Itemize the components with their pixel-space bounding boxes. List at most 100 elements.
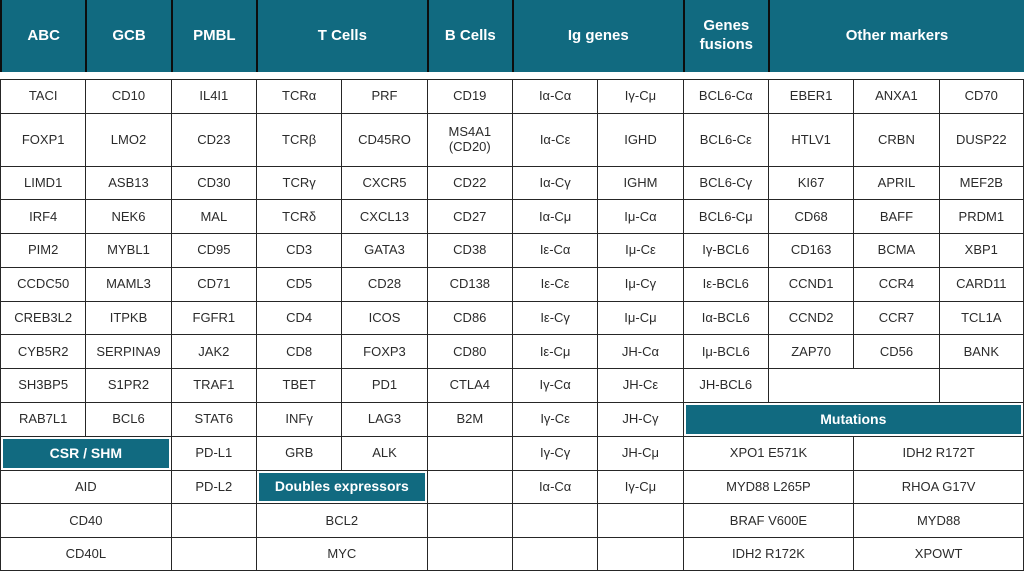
cell-cd38: CD38 [426,233,512,267]
cell-ki67: KI67 [767,165,854,200]
cell-ccr4: CCR4 [853,266,939,301]
cell-jh-c: JH-Cμ [597,435,683,470]
cell-cd68: CD68 [767,199,854,234]
cell-braf-v600e: BRAF V600E [682,503,854,538]
cell-bcl6-c: BCL6-Cε [682,112,768,166]
empty-cell [426,469,512,504]
cell-cd30: CD30 [170,165,256,200]
cell-itpkb: ITPKB [85,300,171,335]
empty-cell [426,503,512,538]
cell-i-c: Iε-Cγ [511,300,598,335]
cell-prdm1: PRDM1 [938,199,1024,234]
cell-ighm: IGHM [597,165,683,200]
cell-i-bcl6: Iγ-BCL6 [682,233,768,267]
cell-htlv1: HTLV1 [767,112,854,166]
cell-ccdc50: CCDC50 [0,266,86,301]
cell-icos: ICOS [341,300,427,335]
header-pmbl: PMBL [170,0,256,72]
cell-dusp22: DUSP22 [938,112,1024,166]
cell-cd4: CD4 [255,300,342,335]
gene-marker-table: TACI CD10 IL4I1 TCRα PRF CD19 Iα-Cα Iγ-Cμ BCL6-C… [0,79,1024,571]
cell-mybl1: MYBL1 [85,233,171,267]
cell-pd-l1: PD-L1 [170,435,256,470]
header-other-markers: Other markers [768,0,1024,72]
table-row: RAB7L1 BCL6 STAT6 INFγ LAG3 B2M Iγ-Cε JH-Cγ Muta… [0,402,1024,436]
cell-pd-l2: PD-L2 [170,469,256,504]
cell-b2m: B2M [426,402,512,436]
cell-fgfr1: FGFR1 [170,300,256,335]
cell-ctla4: CTLA4 [426,368,512,403]
cell-i-c: Iμ-Cα [597,199,683,234]
table-header-row: ABC GCB PMBL T Cells B Cells Ig genes Ge… [0,0,1024,72]
cell-stat6: STAT6 [170,402,256,436]
cell-cd80: CD80 [426,334,512,369]
cell-cd8: CD8 [255,334,342,369]
cell-jh-bcl6: JH-BCL6 [682,368,768,403]
cell-cd56: CD56 [853,334,939,369]
empty-cell [938,368,1024,403]
cell-tcr: TCRδ [255,199,342,234]
cell-jh-c: JH-Cε [597,368,683,403]
cell-jh-c: JH-Cα [597,334,683,369]
cell-cd27: CD27 [426,199,512,234]
cell-idh2-r172k: IDH2 R172K [682,537,854,571]
cell-nek6: NEK6 [85,199,171,234]
cell-serpina9: SERPINA9 [85,334,171,369]
cell-foxp3: FOXP3 [341,334,427,369]
cell-tcr: TCRα [255,79,342,113]
cell-bcl2: BCL2 [255,503,427,538]
empty-cell [426,537,512,571]
cell-ccnd1: CCND1 [767,266,854,301]
cell-i-c: Iα-Cα [511,79,598,113]
cell-lmo2: LMO2 [85,112,171,166]
cell-jak2: JAK2 [170,334,256,369]
cell-i-c: Iε-Cα [511,233,598,267]
cell-i-c: Iμ-Cγ [597,266,683,301]
cell-aid: AID [0,469,171,504]
table-body: TACI CD10 IL4I1 TCRα PRF CD19 Iα-Cα Iγ-Cμ BCL6-C… [0,79,1024,571]
cell-cd70: CD70 [938,79,1024,113]
cell-prf: PRF [341,79,427,113]
header-gcb: GCB [85,0,171,72]
cell-cd22: CD22 [426,165,512,200]
cell-cxcl13: CXCL13 [341,199,427,234]
cell-i-c: Iγ-Cμ [597,79,683,113]
empty-cell [511,503,598,538]
empty-cell [597,503,683,538]
cell-maml3: MAML3 [85,266,171,301]
table-row: FOXP1 LMO2 CD23 TCRβ CD45RO MS4A1 (CD20) Iα-Cε… [0,112,1024,166]
cell-gata3: GATA3 [341,233,427,267]
empty-cell [511,537,598,571]
cell-bcma: BCMA [853,233,939,267]
header-t-cells: T Cells [256,0,427,72]
cell-rhoa-g17v: RHOA G17V [853,469,1024,504]
cell-asb13: ASB13 [85,165,171,200]
cell-i-c: Iα-Cα [511,469,598,504]
table-row: LIMD1 ASB13 CD30 TCRγ CXCR5 CD22 Iα-Cγ IGHM BCL6… [0,165,1024,200]
empty-cell [426,435,512,470]
cell-cd10: CD10 [85,79,171,113]
cell-i-bcl6: Iμ-BCL6 [682,334,768,369]
cell-ms4a1-cd20: MS4A1 (CD20) [426,112,512,166]
cell-cd71: CD71 [170,266,256,301]
empty-cell [767,368,939,403]
cell-i-c: Iε-Cμ [511,334,598,369]
cell-inf: INFγ [255,402,342,436]
empty-cell [597,537,683,571]
cell-i-c: Iγ-Cγ [511,435,598,470]
cell-lag3: LAG3 [341,402,427,436]
cell-sh3bp5: SH3BP5 [0,368,86,403]
cell-bcl6: BCL6 [85,402,171,436]
cell-cxcr5: CXCR5 [341,165,427,200]
cell-cd40l: CD40L [0,537,171,571]
empty-cell [170,537,256,571]
cell-bank: BANK [938,334,1024,369]
cell-xpo1-e571k: XPO1 E571K [682,435,854,470]
header-abc: ABC [0,0,86,72]
cell-eber1: EBER1 [767,79,854,113]
cell-i-c: Iα-Cε [511,112,598,166]
cell-baff: BAFF [853,199,939,234]
cell-taci: TACI [0,79,86,113]
cell-cd28: CD28 [341,266,427,301]
